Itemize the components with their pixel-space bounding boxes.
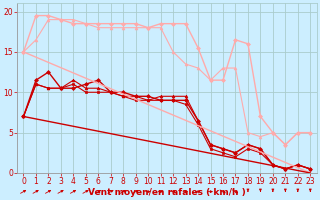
X-axis label: Vent moyen/en rafales ( km/h ): Vent moyen/en rafales ( km/h ): [88, 188, 246, 197]
